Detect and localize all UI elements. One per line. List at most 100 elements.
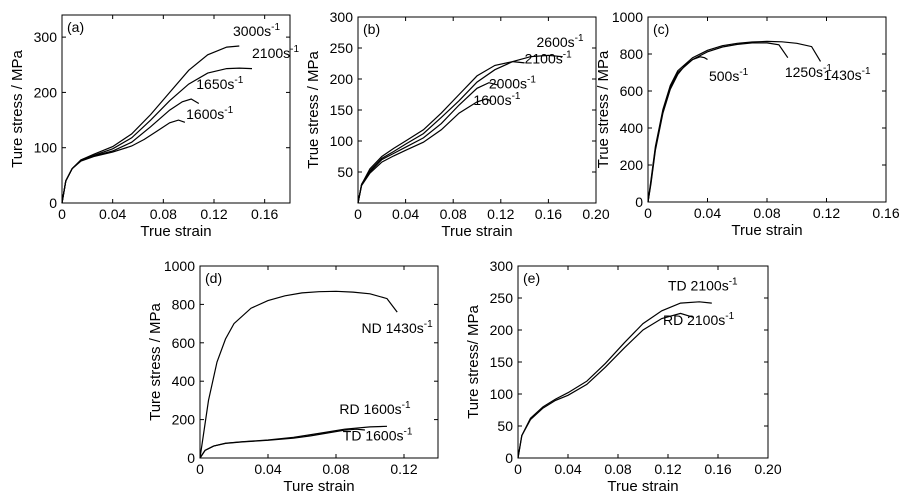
series-label-superscript: -1 bbox=[424, 319, 433, 330]
y-tick-label: 300 bbox=[34, 29, 58, 45]
series-label-text: 3000s bbox=[233, 23, 271, 39]
series-label: ND 1430s-1 bbox=[362, 319, 434, 336]
series-label-text: 1430s bbox=[824, 67, 862, 83]
series-label-text: 2000s bbox=[489, 75, 527, 91]
series-label-text: 2100s bbox=[525, 51, 563, 67]
series-line bbox=[199, 290, 398, 459]
x-tick-label: 0.20 bbox=[582, 206, 609, 222]
series-label-superscript: -1 bbox=[234, 75, 243, 86]
chart-panel-5: 0 0.04 0.08 0.12 0.16 0.20 0 50 100 150 200 250 300 T… bbox=[465, 258, 782, 495]
x-tick-label: 0.04 bbox=[392, 206, 419, 222]
y-axis-label: True stress / MPa bbox=[305, 50, 322, 168]
y-tick-label: 800 bbox=[620, 46, 644, 62]
x-tick-label: 0 bbox=[514, 461, 522, 477]
series-label-superscript: -1 bbox=[739, 67, 748, 78]
x-axis-label: True strain bbox=[731, 222, 802, 239]
x-tick-label: 0.12 bbox=[487, 206, 514, 222]
x-tick-label: 0.04 bbox=[254, 461, 281, 477]
x-tick-label: 0.20 bbox=[754, 461, 781, 477]
series-label: 1600s-1 bbox=[473, 91, 520, 108]
series-line bbox=[357, 54, 563, 204]
y-tick-label: 300 bbox=[490, 258, 514, 274]
series-label-superscript: -1 bbox=[563, 50, 572, 61]
x-tick-label: 0 bbox=[196, 461, 204, 477]
series-label-superscript: -1 bbox=[862, 66, 871, 77]
x-axis-label: Ture strain bbox=[283, 478, 354, 495]
series-label: RD 1600s-1 bbox=[339, 400, 411, 417]
y-tick-label: 0 bbox=[505, 450, 513, 466]
x-tick-label: 0.04 bbox=[554, 461, 581, 477]
series-label: 2100s-1 bbox=[525, 50, 572, 67]
y-tick-label: 0 bbox=[49, 195, 57, 211]
y-tick-label: 1000 bbox=[612, 9, 643, 25]
y-tick-label: 100 bbox=[34, 140, 58, 156]
series-line bbox=[647, 42, 789, 203]
series-line bbox=[61, 45, 240, 204]
x-tick-label: 0.16 bbox=[704, 461, 731, 477]
series-line bbox=[199, 425, 388, 459]
panel-label: (d) bbox=[205, 270, 222, 286]
series-label-superscript: -1 bbox=[404, 427, 413, 438]
series-label-text: RD 1600s bbox=[339, 401, 401, 417]
series-label-text: ND 1430s bbox=[362, 320, 424, 336]
series-line bbox=[357, 82, 499, 204]
x-tick-label: 0.08 bbox=[753, 205, 780, 221]
series-line bbox=[517, 312, 694, 459]
chart-panel-1: 0 0.04 0.08 0.12 0.16 0 100 200 300 True strain Tu… bbox=[9, 14, 299, 240]
y-tick-label: 150 bbox=[490, 354, 514, 370]
series-label-text: 1600s bbox=[186, 106, 224, 122]
plot-frame bbox=[199, 265, 439, 459]
x-axis-label: True strain bbox=[607, 478, 678, 495]
y-tick-label: 100 bbox=[490, 386, 514, 402]
series-label: 1600s-1 bbox=[186, 105, 233, 122]
y-tick-label: 50 bbox=[337, 164, 353, 180]
panel-label: (a) bbox=[67, 19, 84, 35]
y-tick-label: 150 bbox=[330, 102, 354, 118]
series-label-superscript: -1 bbox=[402, 400, 411, 411]
series-label: 1650s-1 bbox=[196, 75, 243, 92]
series-label: 3000s-1 bbox=[233, 22, 280, 39]
x-tick-label: 0.08 bbox=[440, 206, 467, 222]
series-line bbox=[647, 56, 708, 203]
series-label: 500s-1 bbox=[709, 67, 749, 84]
y-axis-label: Ture stress / MPa bbox=[147, 302, 164, 420]
series-label-superscript: -1 bbox=[224, 105, 233, 116]
series-label: RD 2100s-1 bbox=[663, 311, 735, 328]
y-tick-label: 400 bbox=[620, 120, 644, 136]
y-tick-label: 800 bbox=[172, 296, 196, 312]
x-tick-label: 0 bbox=[354, 206, 362, 222]
y-axis-label: Ture stress / MPa bbox=[9, 49, 26, 167]
series-label: 2100s-1 bbox=[252, 44, 299, 61]
y-tick-label: 400 bbox=[172, 373, 196, 389]
series-line bbox=[517, 301, 712, 459]
y-tick-label: 250 bbox=[490, 290, 514, 306]
y-tick-label: 300 bbox=[330, 9, 354, 25]
y-tick-label: 0 bbox=[187, 450, 195, 466]
series-line bbox=[61, 98, 200, 204]
series-label-text: TD 1600s bbox=[343, 428, 404, 444]
panel-label: (c) bbox=[653, 21, 669, 37]
series-line bbox=[357, 60, 525, 204]
series-label-text: 1250s bbox=[785, 64, 823, 80]
series-label: 1250s-1 bbox=[785, 63, 832, 80]
y-tick-label: 100 bbox=[330, 133, 354, 149]
x-tick-label: 0.16 bbox=[872, 205, 899, 221]
chart-panel-2: 0 0.04 0.08 0.12 0.16 0.20 50 100 150 200 250 300 Tr… bbox=[305, 9, 610, 240]
series-label-text: 1650s bbox=[196, 76, 234, 92]
series-label-superscript: -1 bbox=[725, 311, 734, 322]
series-label-superscript: -1 bbox=[512, 91, 521, 102]
series-label-text: RD 2100s bbox=[663, 312, 725, 328]
y-tick-label: 200 bbox=[34, 84, 58, 100]
series-label: 2000s-1 bbox=[489, 74, 536, 91]
x-tick-label: 0.08 bbox=[150, 206, 177, 222]
y-tick-label: 250 bbox=[330, 40, 354, 56]
y-axis-label: Ture stress/ MPa bbox=[465, 305, 482, 419]
y-tick-label: 1000 bbox=[164, 258, 195, 274]
series-label: 2600s-1 bbox=[537, 33, 584, 50]
series-label-superscript: -1 bbox=[271, 22, 280, 33]
series-label-superscript: -1 bbox=[527, 74, 536, 85]
x-tick-label: 0.16 bbox=[535, 206, 562, 222]
series-label: 1430s-1 bbox=[824, 66, 871, 83]
plot-frame bbox=[647, 16, 887, 203]
